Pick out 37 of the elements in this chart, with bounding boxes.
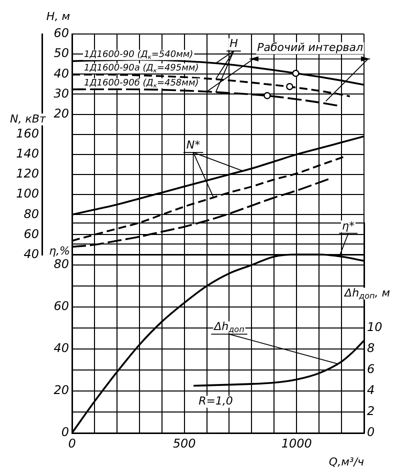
y2-tick-label: 4: [367, 383, 375, 398]
point: [286, 82, 294, 90]
y2-tick-label: 100: [16, 186, 40, 201]
y-tick-label: 20: [54, 383, 70, 398]
y-tick-label: 80: [54, 257, 70, 272]
y2-tick-label: 8: [367, 341, 375, 356]
annotation: η*: [342, 219, 356, 232]
y-axis-title: η,%: [49, 244, 70, 258]
y2-tick-label: 60: [24, 226, 40, 241]
y-tick-label: 40: [54, 66, 70, 80]
y2-tick-label: 160: [16, 126, 40, 140]
y2-tick-label: 6: [367, 362, 375, 376]
y2-tick-label: 120: [16, 166, 40, 181]
y-tick-label: 30: [54, 86, 70, 100]
point: [264, 92, 271, 100]
y-tick-label: 40: [54, 341, 70, 356]
y-tick-label: 60: [54, 299, 70, 314]
y2-tick-label: 40: [24, 246, 40, 261]
y2-tick-label: 140: [16, 146, 40, 161]
y2-tick-label: 80: [24, 206, 40, 221]
x-tick-label: 1000: [281, 436, 312, 450]
x-axis-title: Q,м³/ч: [328, 455, 364, 468]
annotation: R=1,0: [198, 394, 233, 408]
y-tick-label: 50: [54, 46, 70, 60]
y-tick-label: 60: [54, 26, 70, 40]
y2-tick-label: 0: [367, 425, 375, 440]
y-tick-label: 20: [54, 106, 70, 120]
annotation: H: [230, 37, 238, 50]
y2-axis-title: N, кВт: [10, 112, 46, 126]
annotation: Рабочий интервал: [257, 41, 364, 54]
annotation: N*: [186, 138, 201, 152]
y2-tick-label: 2: [367, 404, 375, 418]
y-tick-label: 0: [61, 425, 70, 440]
x-tick-label: 500: [172, 436, 196, 450]
y-axis-title: H, м: [46, 10, 70, 23]
point: [292, 70, 300, 77]
y2-tick-label: 10: [367, 320, 383, 334]
